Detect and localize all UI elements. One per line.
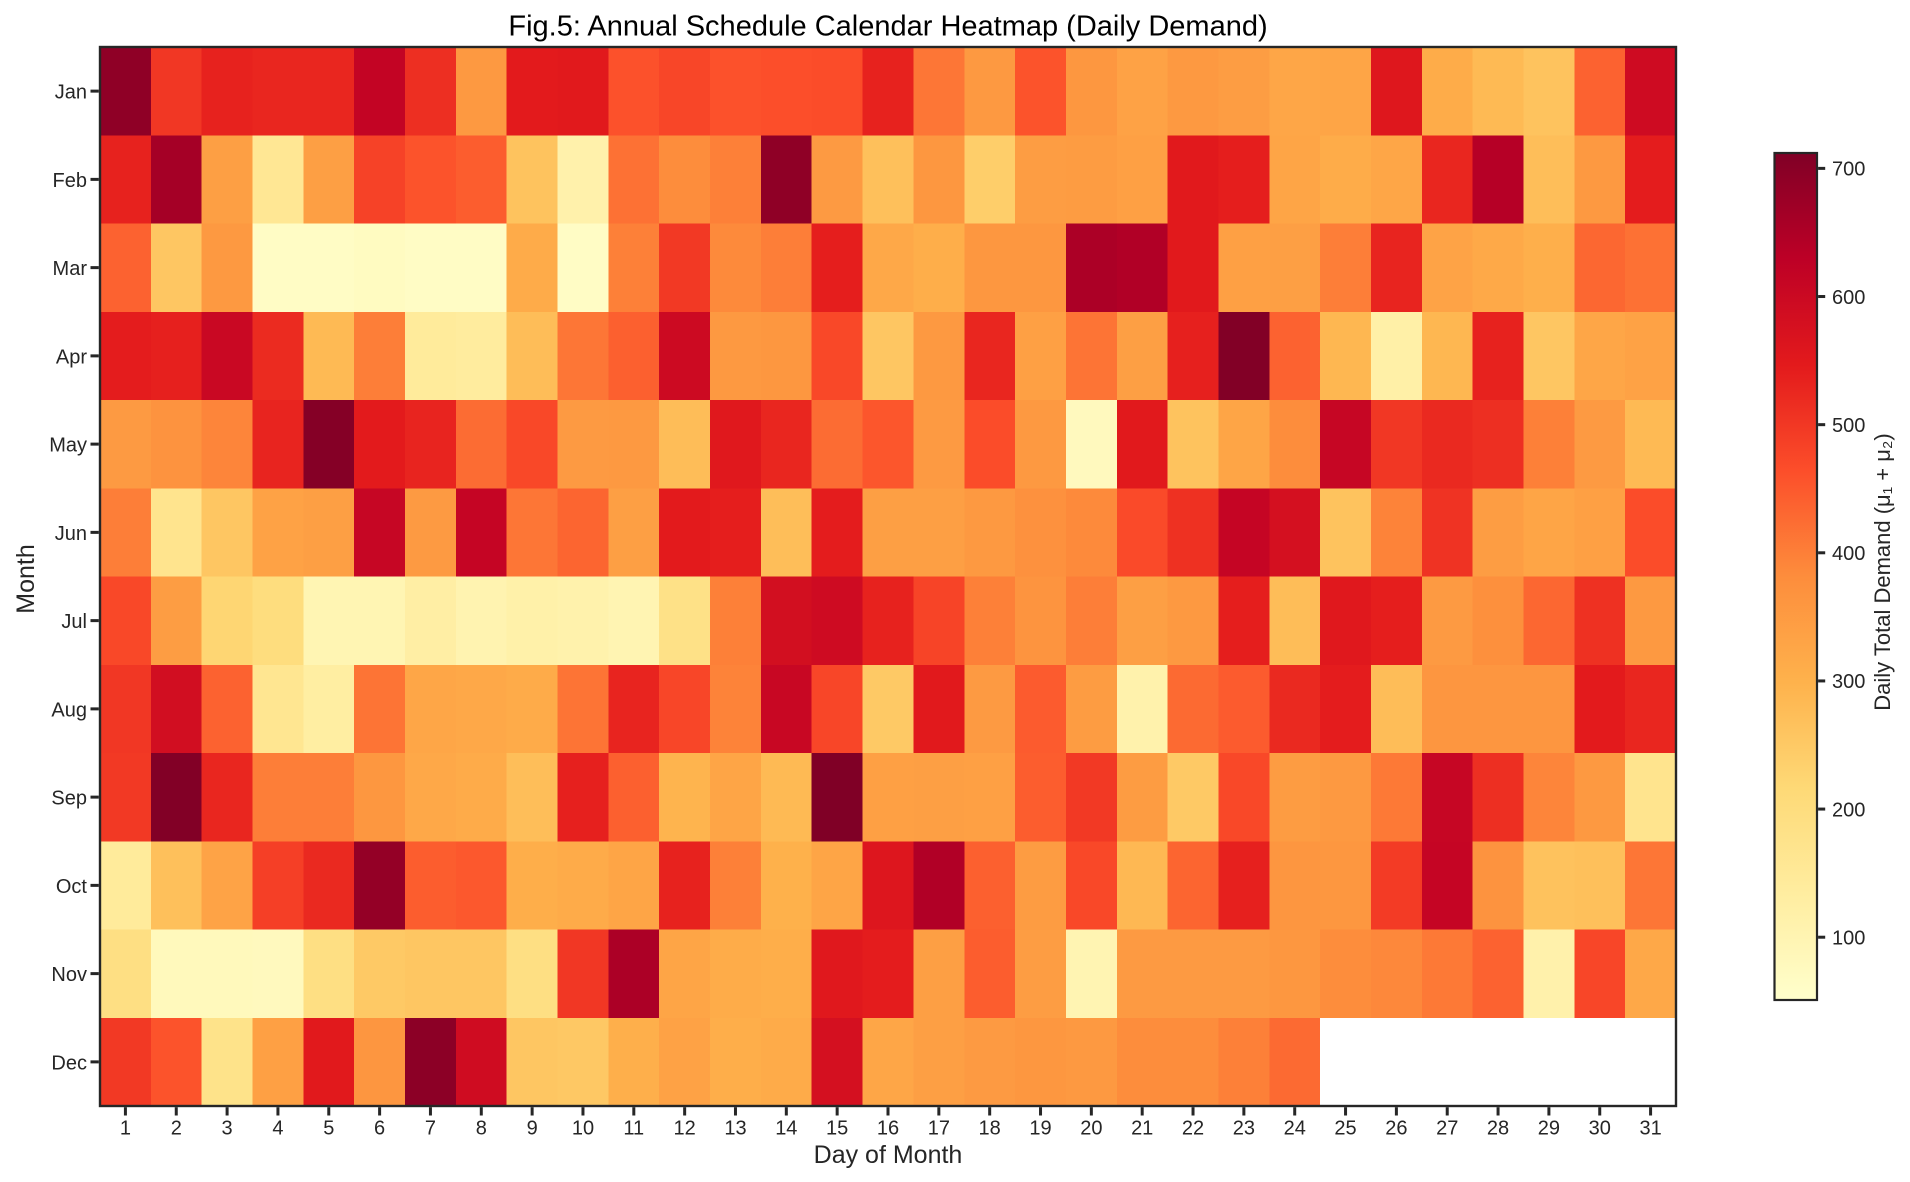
svg-text:Oct: Oct (56, 876, 88, 898)
svg-text:Daily Total Demand (μ₁ + μ₂): Daily Total Demand (μ₁ + μ₂) (1870, 433, 1895, 711)
svg-text:Month: Month (12, 544, 40, 613)
svg-text:22: 22 (1182, 1117, 1204, 1139)
svg-text:17: 17 (928, 1117, 950, 1139)
svg-text:24: 24 (1284, 1117, 1306, 1139)
svg-text:500: 500 (1832, 415, 1865, 437)
svg-text:1: 1 (120, 1117, 131, 1139)
svg-text:Sep: Sep (51, 788, 87, 810)
svg-text:16: 16 (877, 1117, 899, 1139)
svg-text:15: 15 (826, 1117, 848, 1139)
svg-text:Nov: Nov (51, 964, 87, 986)
svg-text:7: 7 (425, 1117, 436, 1139)
svg-text:23: 23 (1233, 1117, 1255, 1139)
svg-text:Apr: Apr (56, 346, 87, 368)
svg-text:27: 27 (1436, 1117, 1458, 1139)
svg-text:28: 28 (1487, 1117, 1509, 1139)
svg-text:12: 12 (674, 1117, 696, 1139)
svg-text:700: 700 (1832, 159, 1865, 181)
svg-text:Feb: Feb (53, 170, 87, 192)
svg-text:3: 3 (222, 1117, 233, 1139)
svg-text:21: 21 (1131, 1117, 1153, 1139)
svg-text:4: 4 (272, 1117, 283, 1139)
svg-text:10: 10 (572, 1117, 594, 1139)
svg-text:2: 2 (171, 1117, 182, 1139)
svg-text:6: 6 (374, 1117, 385, 1139)
svg-text:30: 30 (1589, 1117, 1611, 1139)
svg-text:Jan: Jan (55, 82, 87, 104)
svg-text:9: 9 (527, 1117, 538, 1139)
svg-text:Day of Month: Day of Month (814, 1141, 963, 1169)
svg-text:14: 14 (775, 1117, 797, 1139)
svg-text:200: 200 (1832, 799, 1865, 821)
svg-text:13: 13 (724, 1117, 746, 1139)
svg-text:8: 8 (476, 1117, 487, 1139)
svg-text:25: 25 (1334, 1117, 1356, 1139)
svg-text:5: 5 (323, 1117, 334, 1139)
svg-text:Jul: Jul (61, 611, 87, 633)
svg-text:Mar: Mar (53, 258, 88, 280)
svg-text:Fig.5: Annual Schedule Calenda: Fig.5: Annual Schedule Calendar Heatmap … (508, 11, 1267, 43)
svg-text:Jun: Jun (55, 523, 87, 545)
svg-text:600: 600 (1832, 287, 1865, 309)
svg-text:11: 11 (623, 1117, 644, 1139)
svg-text:300: 300 (1832, 671, 1865, 693)
svg-text:100: 100 (1832, 928, 1865, 950)
svg-text:26: 26 (1385, 1117, 1407, 1139)
svg-text:400: 400 (1832, 543, 1865, 565)
svg-text:18: 18 (979, 1117, 1001, 1139)
svg-text:May: May (49, 435, 87, 457)
svg-text:20: 20 (1080, 1117, 1102, 1139)
svg-text:31: 31 (1639, 1117, 1661, 1139)
svg-text:Aug: Aug (51, 699, 87, 721)
svg-text:29: 29 (1538, 1117, 1560, 1139)
svg-text:Dec: Dec (51, 1052, 87, 1074)
svg-text:19: 19 (1029, 1117, 1051, 1139)
